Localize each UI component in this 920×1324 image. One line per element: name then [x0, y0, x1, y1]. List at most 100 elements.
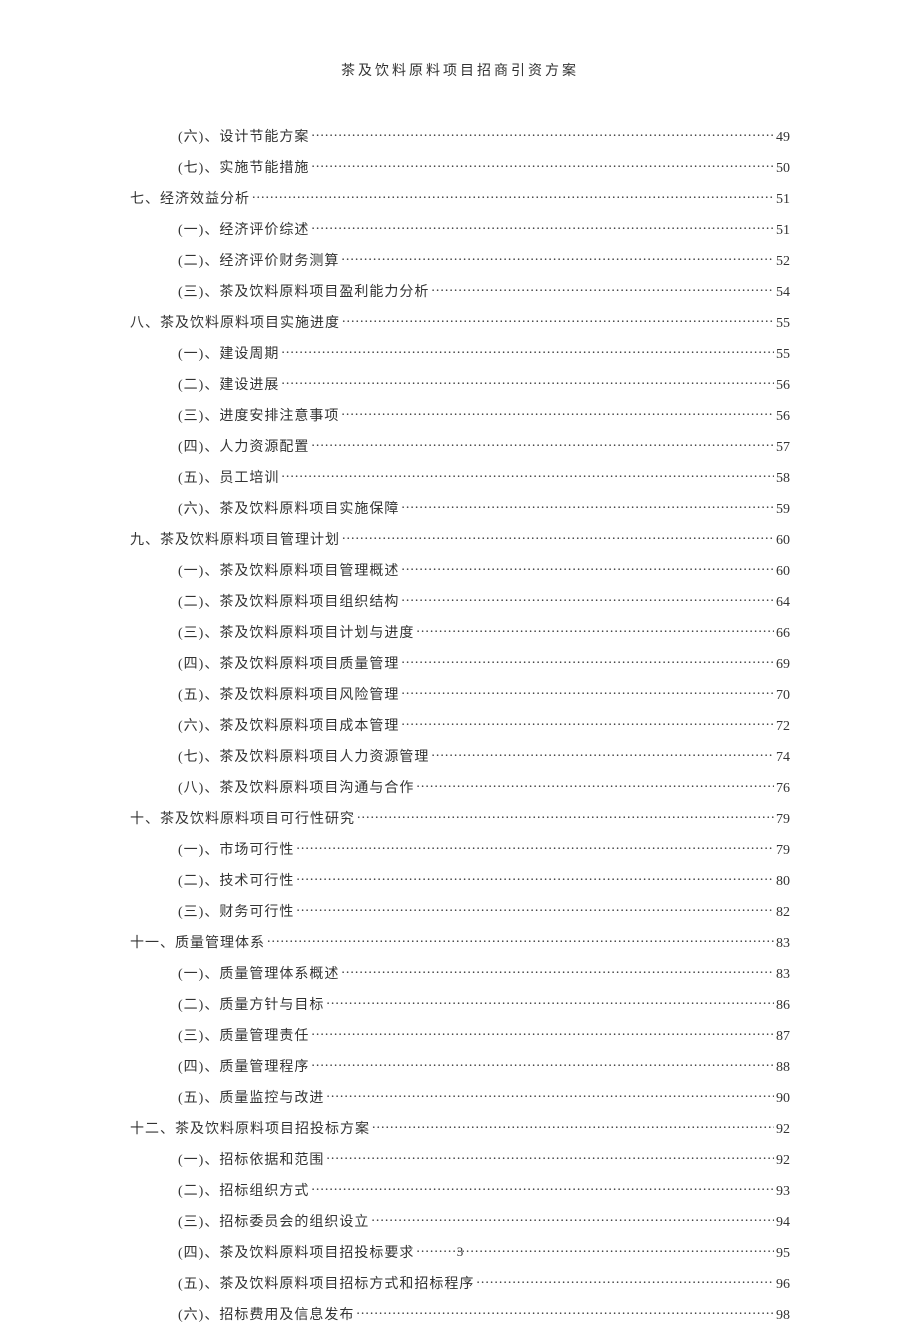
toc-entry-label: 九、茶及饮料原料项目管理计划: [130, 529, 340, 549]
toc-entry-page: 51: [776, 192, 790, 208]
toc-entry-page: 58: [776, 471, 790, 487]
toc-dots: [311, 1026, 774, 1040]
toc-entry-label: (三)、茶及饮料原料项目计划与进度: [178, 622, 414, 642]
toc-entry-page: 51: [776, 223, 790, 239]
toc-entry: (四)、茶及饮料原料项目质量管理 69: [178, 653, 790, 673]
toc-dots: [341, 251, 774, 265]
toc-entry-page: 52: [776, 254, 790, 270]
toc-entry-label: (一)、经济评价综述: [178, 219, 309, 239]
toc-entry-label: (四)、质量管理程序: [178, 1056, 309, 1076]
toc-entry: 七、经济效益分析 51: [130, 188, 790, 208]
toc-dots: [357, 809, 774, 823]
toc-dots: [311, 220, 774, 234]
toc-dots: [401, 685, 774, 699]
toc-entry-label: (二)、茶及饮料原料项目组织结构: [178, 591, 399, 611]
toc-dots: [431, 282, 774, 296]
toc-entry: (八)、茶及饮料原料项目沟通与合作 76: [178, 777, 790, 797]
toc-entry-page: 69: [776, 657, 790, 673]
toc-entry: (一)、建设周期 55: [178, 343, 790, 363]
toc-entry-page: 86: [776, 998, 790, 1014]
toc-entry-page: 83: [776, 936, 790, 952]
toc-entry: (二)、建设进展 56: [178, 374, 790, 394]
toc-dots: [416, 778, 774, 792]
toc-entry-page: 49: [776, 130, 790, 146]
toc-dots: [311, 437, 774, 451]
toc-entry: (三)、财务可行性82: [178, 901, 790, 921]
toc-entry-label: (一)、质量管理体系概述: [178, 963, 339, 983]
toc-dots: [252, 189, 774, 203]
toc-entry-page: 59: [776, 502, 790, 518]
toc-entry-page: 76: [776, 781, 790, 797]
toc-entry-label: (六)、茶及饮料原料项目实施保障: [178, 498, 399, 518]
toc-entry-label: (六)、设计节能方案: [178, 126, 309, 146]
toc-container: (六)、设计节能方案 49 (七)、实施节能措施 50 七、经济效益分析 51 (一)、经…: [130, 126, 790, 1324]
toc-dots: [311, 127, 774, 141]
toc-entry-label: (六)、茶及饮料原料项目成本管理: [178, 715, 399, 735]
toc-entry-label: 十一、质量管理体系: [130, 932, 265, 952]
toc-entry-label: (五)、茶及饮料原料项目招标方式和招标程序: [178, 1273, 474, 1293]
toc-dots: [401, 592, 774, 606]
toc-entry-page: 55: [776, 347, 790, 363]
toc-entry-label: (三)、招标委员会的组织设立: [178, 1211, 369, 1231]
toc-dots: [401, 561, 774, 575]
toc-entry-page: 60: [776, 564, 790, 580]
toc-entry-label: (二)、质量方针与目标: [178, 994, 324, 1014]
toc-entry: (五)、员工培训 58: [178, 467, 790, 487]
toc-dots: [296, 902, 774, 916]
toc-entry-page: 98: [776, 1308, 790, 1324]
toc-entry: (一)、市场可行性79: [178, 839, 790, 859]
toc-entry-page: 80: [776, 874, 790, 890]
toc-entry-label: (一)、招标依据和范围: [178, 1149, 324, 1169]
toc-dots: [341, 406, 774, 420]
toc-dots: [401, 654, 774, 668]
toc-entry-page: 92: [776, 1153, 790, 1169]
toc-dots: [342, 530, 774, 544]
toc-entry: (三)、质量管理责任87: [178, 1025, 790, 1045]
toc-entry: (一)、质量管理体系概述 83: [178, 963, 790, 983]
toc-entry-label: (一)、茶及饮料原料项目管理概述: [178, 560, 399, 580]
toc-entry-label: (二)、经济评价财务测算: [178, 250, 339, 270]
toc-entry-page: 56: [776, 409, 790, 425]
toc-entry-page: 88: [776, 1060, 790, 1076]
toc-entry-label: 十二、茶及饮料原料项目招投标方案: [130, 1118, 370, 1138]
toc-entry: (二)、质量方针与目标 86: [178, 994, 790, 1014]
toc-entry-label: 八、茶及饮料原料项目实施进度: [130, 312, 340, 332]
toc-dots: [371, 1212, 774, 1226]
toc-entry-label: (五)、茶及饮料原料项目风险管理: [178, 684, 399, 704]
toc-entry-label: (二)、技术可行性: [178, 870, 294, 890]
toc-dots: [296, 840, 774, 854]
toc-entry: (三)、招标委员会的组织设立 94: [178, 1211, 790, 1231]
toc-entry-label: 七、经济效益分析: [130, 188, 250, 208]
toc-dots: [416, 623, 774, 637]
toc-entry: (七)、实施节能措施 50: [178, 157, 790, 177]
toc-entry: (七)、茶及饮料原料项目人力资源管理 74: [178, 746, 790, 766]
toc-dots: [356, 1305, 774, 1319]
toc-entry-page: 83: [776, 967, 790, 983]
toc-dots: [326, 1088, 774, 1102]
toc-entry: 八、茶及饮料原料项目实施进度 55: [130, 312, 790, 332]
toc-entry: (二)、招标组织方式93: [178, 1180, 790, 1200]
toc-entry-page: 66: [776, 626, 790, 642]
toc-dots: [296, 871, 774, 885]
toc-entry-label: (二)、建设进展: [178, 374, 279, 394]
toc-entry: (五)、质量监控与改进90: [178, 1087, 790, 1107]
toc-dots: [311, 1057, 774, 1071]
toc-entry: (五)、茶及饮料原料项目风险管理 70: [178, 684, 790, 704]
toc-dots: [431, 747, 774, 761]
toc-entry-label: (一)、建设周期: [178, 343, 279, 363]
toc-entry: 十、茶及饮料原料项目可行性研究 79: [130, 808, 790, 828]
toc-entry-label: (六)、招标费用及信息发布: [178, 1304, 354, 1324]
toc-entry-page: 72: [776, 719, 790, 735]
toc-dots: [311, 158, 774, 172]
toc-entry-label: (七)、实施节能措施: [178, 157, 309, 177]
toc-entry-page: 90: [776, 1091, 790, 1107]
toc-entry: (一)、茶及饮料原料项目管理概述 60: [178, 560, 790, 580]
toc-dots: [326, 1150, 774, 1164]
toc-entry-page: 74: [776, 750, 790, 766]
toc-entry-page: 50: [776, 161, 790, 177]
toc-dots: [401, 716, 774, 730]
toc-entry-page: 79: [776, 843, 790, 859]
toc-entry-page: 64: [776, 595, 790, 611]
toc-entry-page: 56: [776, 378, 790, 394]
toc-entry: (六)、招标费用及信息发布 98: [178, 1304, 790, 1324]
